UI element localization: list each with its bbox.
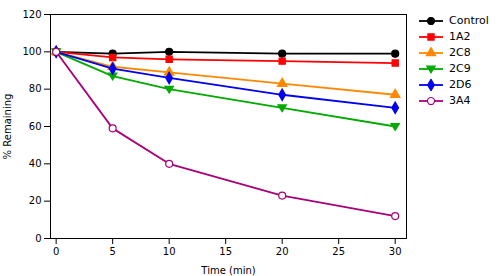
html-text:2D6: 2D6 <box>449 78 472 91</box>
html-text:2C8: 2C8 <box>449 46 471 59</box>
svg-text:40: 40 <box>29 158 42 169</box>
svg-text:10: 10 <box>163 246 176 257</box>
html-text:Control: Control <box>449 14 489 27</box>
html-text:3A4: 3A4 <box>449 94 471 107</box>
svg-text:15: 15 <box>219 246 232 257</box>
svg-text:60: 60 <box>29 121 42 132</box>
svg-text:% Remaining: % Remaining <box>2 94 13 160</box>
svg-text:120: 120 <box>22 9 41 20</box>
html-text:1A2: 1A2 <box>449 30 471 43</box>
svg-text:20: 20 <box>29 195 42 206</box>
svg-text:Time (min): Time (min) <box>200 265 255 276</box>
svg-text:100: 100 <box>22 46 41 57</box>
svg-text:25: 25 <box>332 246 345 257</box>
html-text:2C9: 2C9 <box>449 62 471 75</box>
svg-text:0: 0 <box>53 246 59 257</box>
svg-text:20: 20 <box>276 246 289 257</box>
svg-text:5: 5 <box>109 246 115 257</box>
svg-text:30: 30 <box>389 246 402 257</box>
svg-text:80: 80 <box>29 83 42 94</box>
svg-text:0: 0 <box>35 233 41 244</box>
